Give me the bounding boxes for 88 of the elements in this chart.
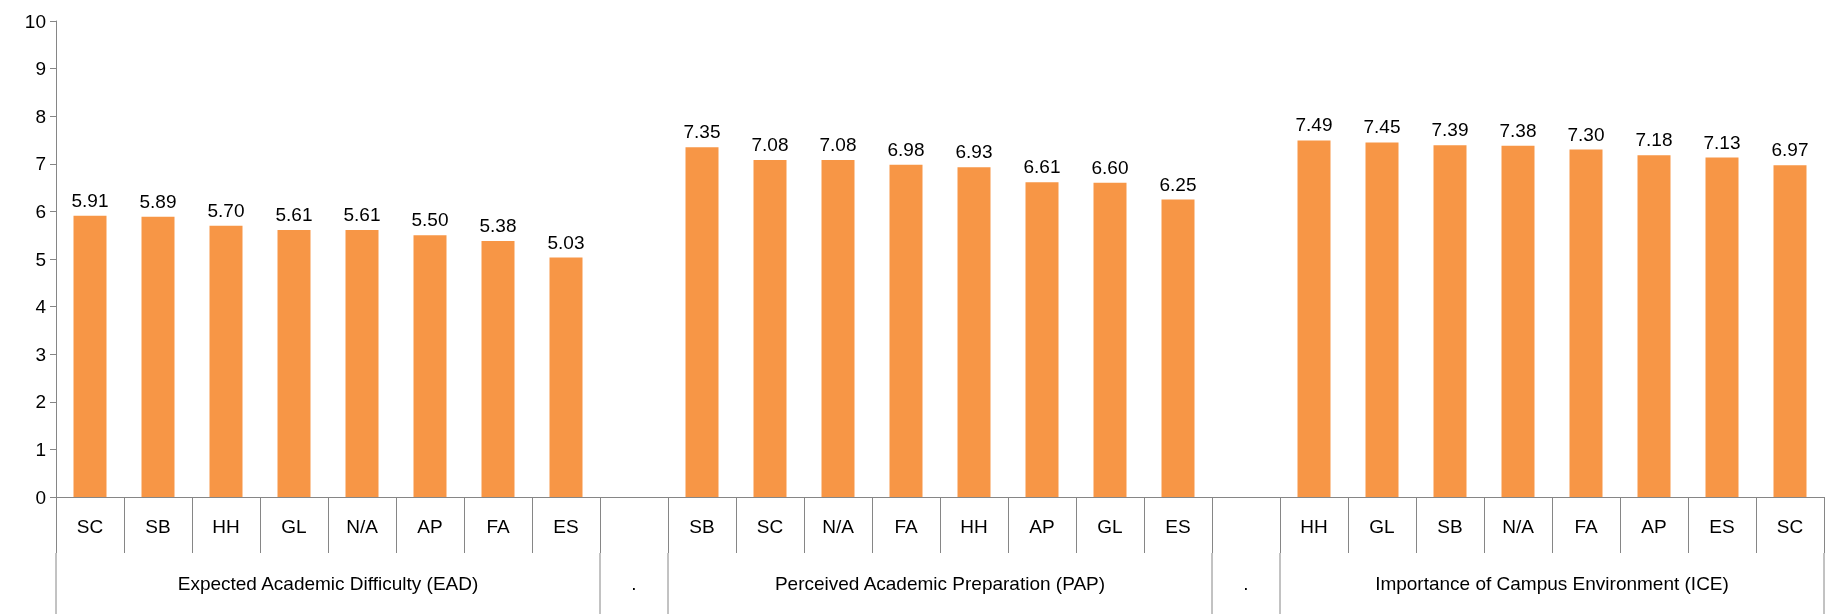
data-label: 5.03: [547, 231, 585, 253]
y-tick-label: 10: [24, 10, 46, 32]
bar: [1365, 142, 1399, 497]
bar: [73, 215, 107, 497]
x-tick-label: GL: [1097, 516, 1123, 537]
data-label: 5.89: [139, 190, 177, 212]
data-label: 7.39: [1431, 119, 1469, 141]
x-tick-label: HH: [212, 516, 240, 537]
data-label: 7.13: [1703, 131, 1741, 153]
data-label: 6.60: [1091, 156, 1129, 178]
bar: [549, 257, 583, 497]
x-tick-label: GL: [281, 516, 307, 537]
x-tick-label: GL: [1369, 516, 1395, 537]
x-tick-label: SC: [76, 516, 104, 537]
x-tick-label: AP: [1029, 516, 1055, 537]
y-tick-label: 1: [35, 438, 46, 460]
x-tick-label: N/A: [346, 516, 379, 537]
y-tick-label: 3: [35, 343, 46, 365]
x-tick-label: AP: [417, 516, 443, 537]
y-tick-label: 9: [35, 58, 46, 80]
bar: [413, 235, 447, 497]
x-tick-label: HH: [960, 516, 988, 537]
bar: [1637, 155, 1671, 497]
text: Importance of Campus Environment (ICE): [1375, 573, 1729, 594]
bar: [1501, 145, 1535, 497]
y-tick-label: 6: [35, 200, 46, 222]
x-tick-label: SB: [1437, 516, 1463, 537]
bar: [957, 167, 991, 497]
x-tick-label: SC: [1776, 516, 1804, 537]
y-tick-label: 5: [35, 248, 46, 270]
data-label: 7.08: [751, 133, 789, 155]
bar: [1569, 149, 1603, 497]
bar: [1025, 182, 1059, 497]
bar: [1161, 199, 1195, 497]
x-tick-label: FA: [486, 516, 510, 537]
text: .: [1243, 573, 1249, 594]
data-label: 5.70: [207, 199, 245, 221]
y-tick-label: 2: [35, 391, 46, 413]
bar: [685, 147, 719, 497]
data-label: 7.18: [1635, 129, 1673, 151]
x-tick-label: AP: [1641, 516, 1667, 537]
data-label: 5.38: [479, 214, 517, 236]
x-tick-label: ES: [553, 516, 579, 537]
bar: [889, 164, 923, 497]
bar: [141, 216, 175, 497]
data-label: 7.45: [1363, 116, 1401, 138]
y-tick-label: 4: [35, 296, 47, 318]
data-label: 6.98: [887, 138, 925, 160]
bar: [753, 159, 787, 497]
x-tick-label: SC: [756, 516, 784, 537]
data-label: 6.97: [1771, 139, 1809, 161]
data-label: 5.50: [411, 209, 449, 231]
x-tick-label: SB: [145, 516, 171, 537]
x-tick-label: N/A: [822, 516, 855, 537]
x-tick-label: HH: [1300, 516, 1328, 537]
y-tick-label: 0: [35, 486, 46, 508]
data-label: 6.25: [1159, 173, 1197, 195]
data-label: 6.61: [1023, 156, 1061, 178]
y-tick-label: 7: [35, 153, 46, 175]
data-label: 7.38: [1499, 119, 1537, 141]
data-label: 5.91: [71, 189, 109, 211]
bar: [209, 225, 243, 497]
bar: [1773, 165, 1807, 497]
x-tick-label: ES: [1165, 516, 1191, 537]
bar: [345, 229, 379, 497]
bar: [277, 229, 311, 497]
x-tick-label: ES: [1709, 516, 1735, 537]
text: Perceived Academic Preparation (PAP): [774, 573, 1106, 594]
bar: [1705, 157, 1739, 497]
data-label: 7.49: [1295, 114, 1333, 136]
data-label: 7.08: [819, 133, 857, 155]
data-label: 7.30: [1567, 123, 1605, 145]
data-label: 6.93: [955, 141, 993, 163]
y-tick-label: 8: [35, 105, 46, 127]
data-label: 5.61: [343, 203, 381, 225]
bar: [821, 159, 855, 497]
data-label: 5.61: [275, 203, 313, 225]
x-tick-label: FA: [1574, 516, 1598, 537]
text: Expected Academic Difficulty (EAD): [177, 573, 479, 594]
x-tick-label: SB: [689, 516, 715, 537]
bar: [1433, 145, 1467, 497]
text: .: [631, 573, 637, 594]
data-label: 7.35: [683, 121, 721, 143]
bar: [1093, 182, 1127, 497]
x-tick-label: N/A: [1502, 516, 1535, 537]
bar: [481, 240, 515, 497]
bar: [1297, 140, 1331, 497]
x-tick-label: FA: [894, 516, 918, 537]
